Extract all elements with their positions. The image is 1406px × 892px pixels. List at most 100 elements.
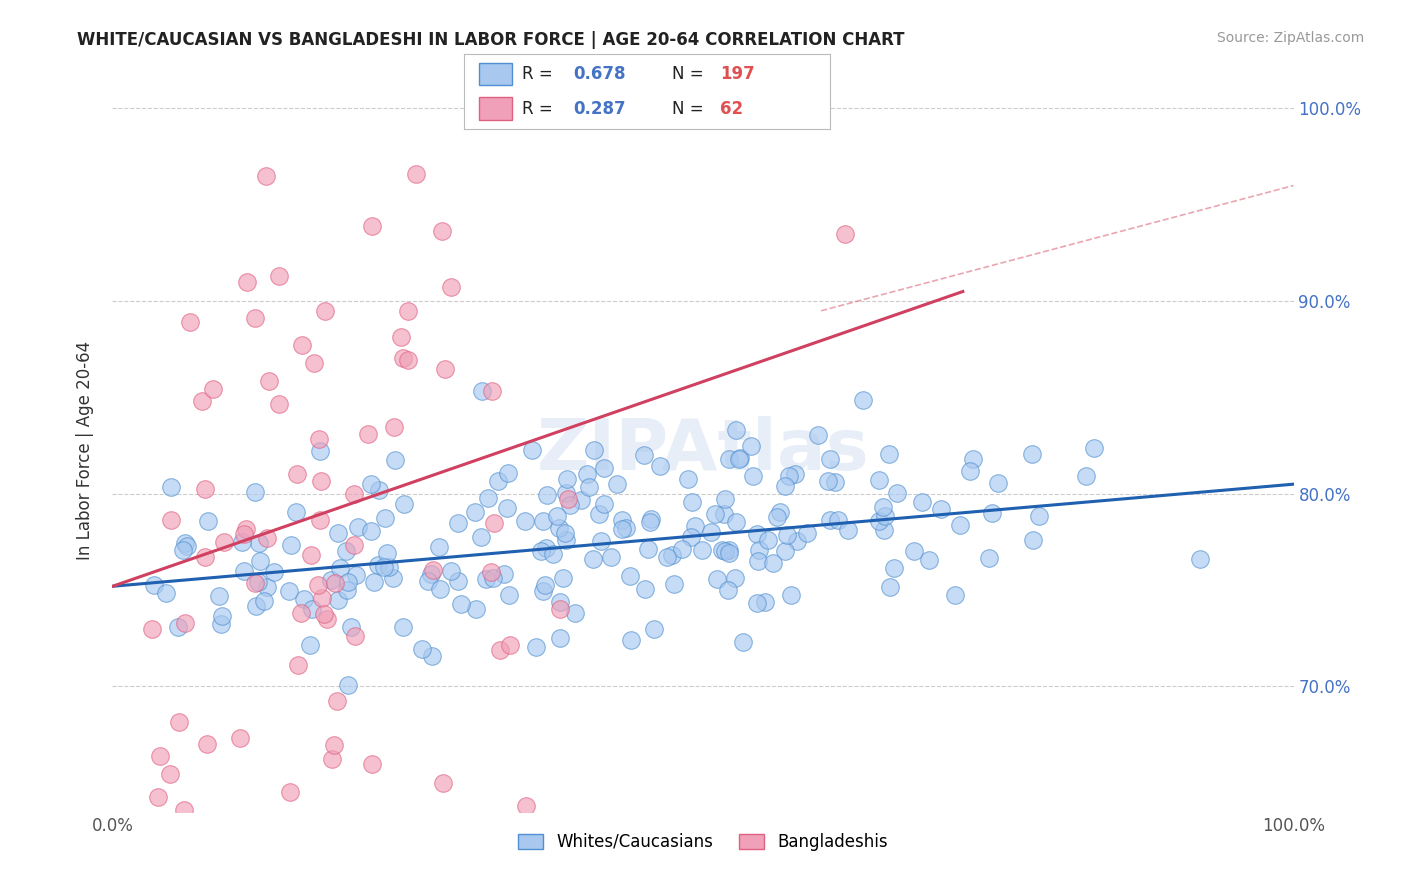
Bangladeshis <box>291 338 314 352</box>
Whites/Caucasians <box>524 640 547 655</box>
Whites/Caucasians <box>588 507 610 521</box>
Bangladeshis <box>160 513 183 527</box>
Whites/Caucasians <box>360 477 382 491</box>
Whites/Caucasians <box>470 384 492 399</box>
Whites/Caucasians <box>548 595 571 609</box>
Whites/Caucasians <box>671 541 693 556</box>
Bangladeshis <box>236 275 259 289</box>
Whites/Caucasians <box>780 588 803 602</box>
Whites/Caucasians <box>959 464 981 478</box>
Bangladeshis <box>396 353 419 368</box>
Whites/Caucasians <box>411 641 433 656</box>
Bangladeshis <box>481 384 503 398</box>
Bangladeshis <box>299 548 322 562</box>
Whites/Caucasians <box>725 423 748 437</box>
Whites/Caucasians <box>263 565 285 579</box>
Bangladeshis <box>515 799 537 814</box>
Whites/Caucasians <box>725 515 748 529</box>
Bangladeshis <box>392 351 415 366</box>
Whites/Caucasians <box>754 595 776 609</box>
Bangladeshis <box>194 483 217 497</box>
Whites/Caucasians <box>470 530 492 544</box>
Whites/Caucasians <box>392 497 415 511</box>
Whites/Caucasians <box>1083 442 1105 456</box>
Whites/Caucasians <box>536 488 558 502</box>
Bangladeshis <box>488 643 510 657</box>
Y-axis label: In Labor Force | Age 20-64: In Labor Force | Age 20-64 <box>76 341 94 560</box>
Bangladeshis <box>344 629 367 643</box>
Bangladeshis <box>557 491 579 506</box>
Whites/Caucasians <box>450 597 472 611</box>
Whites/Caucasians <box>1022 533 1045 548</box>
Whites/Caucasians <box>600 549 623 564</box>
Whites/Caucasians <box>718 543 741 558</box>
Whites/Caucasians <box>555 533 578 548</box>
Whites/Caucasians <box>727 452 749 467</box>
Bangladeshis <box>256 531 278 545</box>
Whites/Caucasians <box>741 469 763 483</box>
Whites/Caucasians <box>769 505 792 519</box>
Whites/Caucasians <box>339 620 361 634</box>
Whites/Caucasians <box>495 501 517 516</box>
FancyBboxPatch shape <box>478 62 512 86</box>
Bangladeshis <box>159 767 181 781</box>
Bangladeshis <box>308 432 330 446</box>
Text: N =: N = <box>672 65 709 83</box>
Bangladeshis <box>195 737 218 751</box>
Whites/Caucasians <box>650 458 672 473</box>
Whites/Caucasians <box>280 538 302 552</box>
Bangladeshis <box>434 362 457 376</box>
Whites/Caucasians <box>713 508 735 522</box>
Whites/Caucasians <box>247 536 270 550</box>
Whites/Caucasians <box>807 428 830 442</box>
Whites/Caucasians <box>778 468 800 483</box>
Whites/Caucasians <box>329 560 352 574</box>
Whites/Caucasians <box>366 558 388 573</box>
Whites/Caucasians <box>326 593 349 607</box>
Whites/Caucasians <box>155 586 177 600</box>
Whites/Caucasians <box>569 492 592 507</box>
Bangladeshis <box>290 606 312 620</box>
Whites/Caucasians <box>486 475 509 489</box>
Whites/Caucasians <box>765 509 787 524</box>
Whites/Caucasians <box>637 541 659 556</box>
Whites/Caucasians <box>783 467 806 481</box>
Whites/Caucasians <box>911 494 934 508</box>
Whites/Caucasians <box>498 588 520 602</box>
Whites/Caucasians <box>427 540 450 554</box>
Whites/Caucasians <box>640 511 662 525</box>
Whites/Caucasians <box>363 574 385 589</box>
Whites/Caucasians <box>582 552 605 566</box>
Whites/Caucasians <box>773 544 796 558</box>
Bangladeshis <box>174 615 197 630</box>
Whites/Caucasians <box>346 520 368 534</box>
Whites/Caucasians <box>748 543 770 558</box>
Whites/Caucasians <box>243 485 266 500</box>
Whites/Caucasians <box>662 576 685 591</box>
Whites/Caucasians <box>583 442 606 457</box>
Bangladeshis <box>389 329 412 343</box>
Whites/Caucasians <box>868 473 890 487</box>
Bangladeshis <box>233 527 256 541</box>
Whites/Caucasians <box>762 557 785 571</box>
Whites/Caucasians <box>520 443 543 458</box>
Whites/Caucasians <box>482 571 505 585</box>
Whites/Caucasians <box>756 533 779 548</box>
Text: WHITE/CAUCASIAN VS BANGLADESHI IN LABOR FORCE | AGE 20-64 CORRELATION CHART: WHITE/CAUCASIAN VS BANGLADESHI IN LABOR … <box>77 31 905 49</box>
Whites/Caucasians <box>818 513 841 527</box>
Whites/Caucasians <box>657 549 679 564</box>
Bangladeshis <box>148 789 170 804</box>
Whites/Caucasians <box>818 451 841 466</box>
Whites/Caucasians <box>209 616 232 631</box>
Whites/Caucasians <box>962 452 984 467</box>
Whites/Caucasians <box>643 623 665 637</box>
Whites/Caucasians <box>337 574 360 589</box>
Whites/Caucasians <box>173 535 195 549</box>
Bangladeshis <box>834 227 856 241</box>
Bangladeshis <box>278 785 301 799</box>
Whites/Caucasians <box>1028 509 1050 524</box>
Whites/Caucasians <box>681 495 703 509</box>
Whites/Caucasians <box>740 439 762 453</box>
Whites/Caucasians <box>548 521 571 535</box>
Whites/Caucasians <box>620 632 643 647</box>
